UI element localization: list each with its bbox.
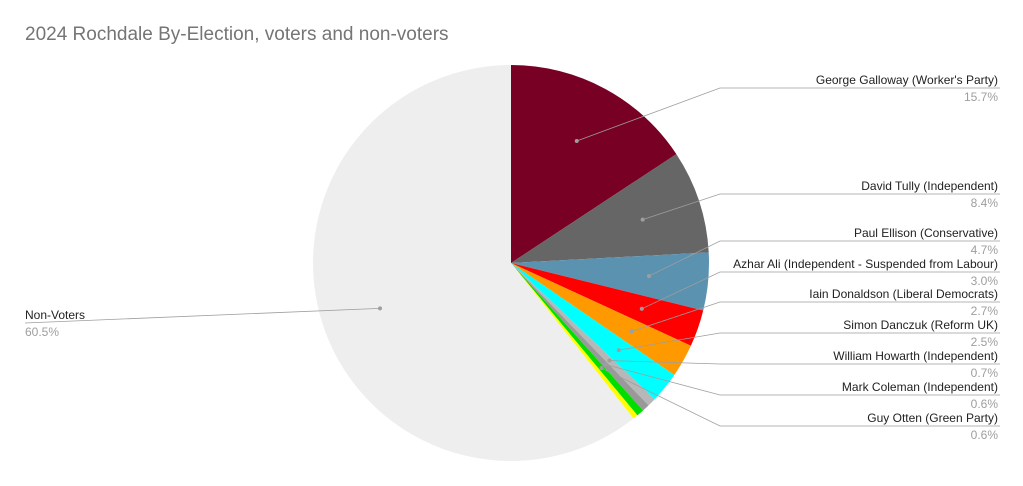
leader-line [601, 367, 1000, 427]
leader-line [641, 271, 1000, 310]
slice-label: Simon Danczuk (Reform UK) [843, 318, 998, 332]
pie-slice [511, 263, 675, 400]
slice-value-label: 8.4% [971, 196, 999, 210]
pie-slice [511, 263, 649, 411]
pie-slice [511, 252, 710, 311]
chart-title: 2024 Rochdale By-Election, voters and no… [25, 24, 449, 45]
slice-value-label: 0.7% [971, 366, 999, 380]
slice-value-label: 2.5% [971, 335, 999, 349]
slice-label: Azhar Ali (Independent - Suspended from … [733, 257, 998, 271]
slice-value-label: 3.0% [971, 274, 999, 288]
slice-label: Guy Otten (Green Party) [867, 411, 998, 425]
slice-value-label: 15.7% [964, 90, 998, 104]
leader-line [618, 332, 1000, 351]
pie-slices [312, 64, 710, 462]
leader-line [648, 240, 1000, 277]
slice-value-label: 4.7% [971, 243, 999, 257]
slice-value-label: 0.6% [971, 397, 999, 411]
leader-line [576, 87, 1000, 142]
pie-labels: George Galloway (Worker's Party) 15.7% Dav… [24, 73, 1000, 442]
pie-slice [511, 263, 704, 346]
slice-label: William Howarth (Independent) [833, 349, 998, 363]
pie-slice [312, 64, 634, 462]
slice-label: Non-Voters [25, 308, 85, 322]
pie-slice [511, 154, 709, 263]
slice-label: Iain Donaldson (Liberal Democrats) [809, 287, 998, 301]
pie-slice [511, 263, 655, 406]
leader-line [24, 307, 381, 324]
leader-line [642, 193, 1000, 221]
slice-value-label: 2.7% [971, 304, 999, 318]
slice-value-label: 60.5% [25, 325, 59, 339]
pie-slice [511, 263, 638, 419]
pie-slice [511, 263, 691, 375]
leader-line [631, 301, 1000, 332]
slice-label: Paul Ellison (Conservative) [854, 226, 998, 240]
pie-slice [511, 263, 644, 416]
leader-line [605, 364, 1000, 396]
slice-label: George Galloway (Worker's Party) [816, 73, 998, 87]
leader-line [609, 360, 1000, 365]
slice-label: Mark Coleman (Independent) [842, 380, 998, 394]
slice-value-label: 0.6% [971, 428, 999, 442]
slice-label: David Tully (Independent) [861, 179, 998, 193]
pie-slice [511, 65, 677, 263]
